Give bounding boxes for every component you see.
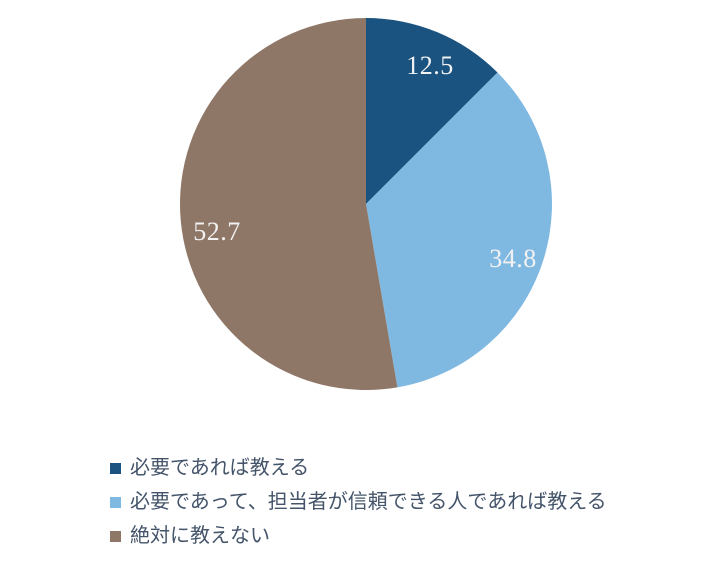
pie-slice [179, 18, 398, 390]
legend-swatch-icon [110, 496, 121, 508]
legend-item-label: 必要であれば教える [130, 457, 310, 479]
pie-slice [366, 18, 498, 204]
legend-item-label: 絶対に教えない [130, 525, 270, 547]
legend: 必要であれば教える 必要であって、担当者が信頼できる人であれば教える 絶対に教え… [110, 456, 607, 558]
slice-value-label-1: 12.5 [406, 51, 454, 80]
legend-item: 必要であって、担当者が信頼できる人であれば教える [110, 490, 607, 514]
legend-swatch-icon [110, 530, 121, 542]
slice-value-label-2: 34.8 [489, 244, 537, 273]
legend-item: 必要であれば教える [110, 456, 607, 480]
legend-item: 絶対に教えない [110, 524, 607, 548]
slice-value-label-3: 52.7 [193, 217, 241, 246]
legend-swatch-icon [110, 462, 121, 474]
pie-slice [366, 72, 552, 388]
legend-item-label: 必要であって、担当者が信頼できる人であれば教える [130, 491, 607, 513]
